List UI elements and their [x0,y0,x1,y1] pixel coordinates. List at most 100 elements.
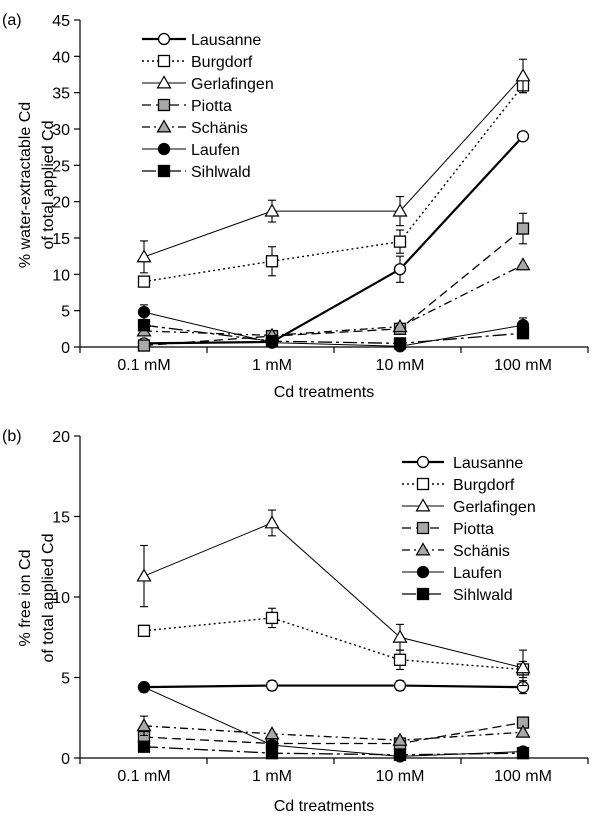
data-point [265,679,279,692]
series-line [143,228,524,347]
data-point-shape [515,68,531,82]
legend-marker-shape [415,498,431,512]
legend-marker-shape [416,587,430,601]
data-point-shape [265,255,279,268]
legend-marker [416,521,430,535]
legend-label: Schänis [191,120,248,137]
data-point [265,611,279,625]
x-axis-label: Cd treatments [274,798,374,815]
legend-entry: Gerlafingen [142,75,274,93]
y-tick-label: 5 [61,671,70,688]
legend-marker-shape [416,455,430,469]
legend-entry: Piotta [402,521,494,538]
chart-panel-a: (a) 0 5 10 15 20 25 30 35 40 45 0.1 mM 1 mM 10 mM 100 … [2,12,589,401]
y-tick-label: 10 [52,590,70,607]
data-point [137,681,151,694]
data-point-shape [392,318,408,333]
data-point-shape [136,568,152,582]
legend-marker [416,477,430,491]
data-point [515,257,531,271]
data-point-shape [137,305,151,319]
legend-label: Gerlafingen [191,76,274,93]
data-point-shape [393,679,407,692]
legend-label: Piotta [191,98,232,115]
data-point [137,339,151,352]
legend-marker [416,565,430,579]
y-tick-label: 20 [52,429,70,446]
legend-marker [157,98,171,112]
legend-marker-shape [416,477,430,491]
series-line [143,522,524,669]
series-line [143,311,524,347]
data-point-shape [136,249,152,263]
data-point [137,624,151,637]
legend-entry: Lausanne [402,455,523,472]
x-tick-label: 0.1 mM [117,768,170,785]
series-line [143,725,524,741]
data-point [516,130,530,143]
legend-marker-shape [156,75,172,89]
data-point [516,327,530,340]
data-point [392,318,408,333]
legend-label: Laufen [453,565,502,582]
series-line [143,684,524,689]
data-point [393,748,407,761]
legend-marker [157,164,171,178]
data-point-shape [515,724,531,738]
data-point [136,718,152,732]
data-point-shape [392,732,408,746]
legend-entry: Burgdorf [142,54,253,71]
data-point-shape [265,747,279,760]
y-axis-label: % water-extractable Cd [17,102,34,268]
data-point [515,724,531,738]
data-point [265,335,279,348]
series-sihlwald [137,319,530,350]
data-point [393,337,407,350]
series-piotta [137,212,530,352]
legend-marker-shape [416,521,430,535]
y-tick-label: 5 [61,304,70,321]
series-line [143,264,524,337]
data-point [136,249,152,263]
data-point [136,568,152,582]
legend-marker-shape [157,164,171,178]
data-point [393,679,407,692]
data-point [137,740,151,753]
panel-label: (b) [2,428,22,445]
legend-entry: Sihlwald [142,164,251,181]
legend-entry: Laufen [142,142,240,159]
data-point-shape [393,263,407,276]
legend-entry: Burgdorf [402,477,515,494]
series-gerlafingen [136,58,531,274]
data-point-shape [515,660,531,674]
data-point-shape [137,319,151,332]
legend-label: Sihlwald [191,164,251,181]
data-point-shape [516,327,530,340]
legend-entry: Schänis [402,542,510,560]
x-tick-label: 1 mM [252,768,292,785]
legend-entry: Lausanne [142,32,261,49]
data-point-shape [515,257,531,271]
legend-marker [416,587,430,601]
legend-marker-shape [157,142,171,156]
data-point-shape [392,629,408,643]
data-point [264,515,280,529]
y-tick-label: 0 [61,340,70,357]
legend-label: Piotta [453,521,494,538]
chart-panel-b: (b) 0 5 10 15 20 0.1 mM 1 mM 10 mM 100 mM Cd treat… [2,428,589,815]
series-gerlafingen [136,509,531,687]
data-point [393,235,407,248]
y-tick-label: 0 [61,751,70,768]
legend-marker [156,119,172,133]
y-tick-label: 25 [52,158,70,175]
series-schnis [136,257,531,341]
series-line [143,686,524,757]
legend-marker-shape [157,54,171,68]
data-point [516,222,530,235]
y-tick-label: 45 [52,13,70,30]
y-axis-label: of total applied Cd [40,121,57,250]
legend-marker [416,455,430,469]
legend-entry: Piotta [142,98,232,115]
x-tick-label: 10 mM [376,357,425,374]
legend-marker-shape [157,98,171,112]
